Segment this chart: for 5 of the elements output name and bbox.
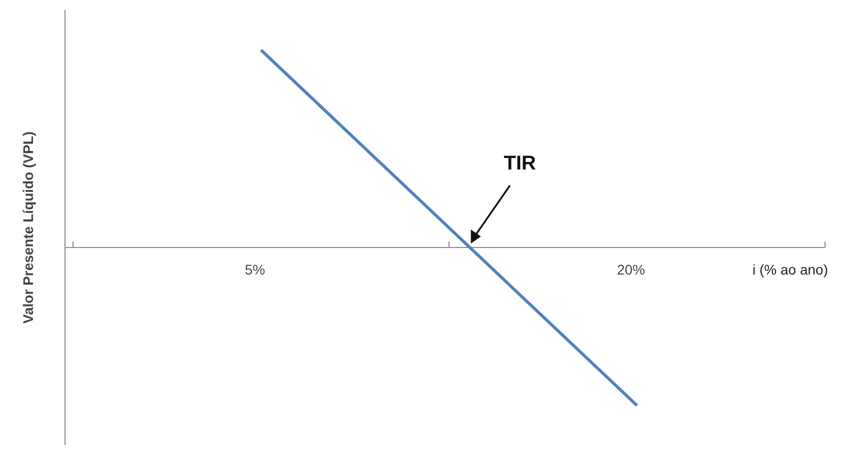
x-tick-label: 5%	[244, 262, 266, 278]
x-tick-label: 20%	[616, 262, 646, 278]
annotation: TIR	[504, 152, 537, 174]
x-axis-title: i (% ao ano)	[752, 262, 828, 278]
y-axis-title: Valor Presente Líquido (VPL)	[20, 131, 36, 324]
